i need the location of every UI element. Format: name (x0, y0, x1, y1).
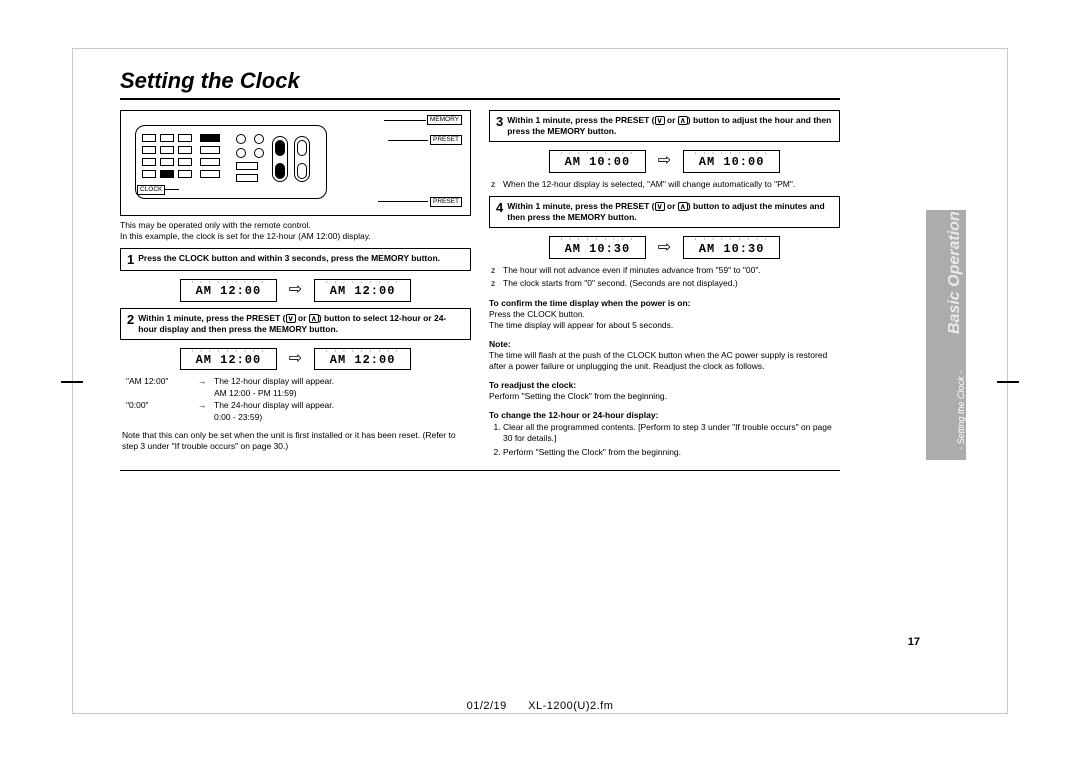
lcd-display: ' ' ' ' ' ' ' ' 'AM 12:00 (180, 348, 277, 371)
lcd-row-2: ' ' ' ' ' ' ' ' 'AM 12:00 ⇨ ' ' ' ' ' ' … (120, 348, 471, 371)
lcd-display: ' ' ' ' ' ' ' ' 'AM 12:00 (314, 279, 411, 302)
footer-file: XL-1200(U)2.fm (528, 700, 613, 712)
footer: 01/2/19 XL-1200(U)2.fm (467, 700, 614, 712)
step3-bullets: When the 12-hour display is selected, "A… (489, 179, 840, 190)
arrow-icon: ⇨ (289, 351, 302, 367)
step4-bullets: The hour will not advance even if minute… (489, 265, 840, 290)
callout-memory: MEMORY (427, 115, 462, 125)
lcd-display: ' ' ' ' ' ' ' ' 'AM 12:00 (180, 279, 277, 302)
step-3: 3 Within 1 minute, press the PRESET (∨ o… (489, 110, 840, 142)
left-column: MEMORY PRESET CLOCK PRESET This may be o… (120, 110, 471, 462)
change-steps: Clear all the programmed contents. [Perf… (489, 422, 840, 458)
lcd-row-3: ' ' ' ' ' ' ' ' 'AM 10:00 ⇨ ' ' ' ' ' ' … (489, 150, 840, 173)
display-modes-table: "AM 12:00"→The 12-hour display will appe… (126, 376, 469, 424)
subhead-confirm: To confirm the time display when the pow… (489, 298, 840, 308)
step-1: 1 Press the CLOCK button and within 3 se… (120, 248, 471, 271)
lcd-display: ' ' ' ' ' ' ' ' 'AM 10:30 (683, 236, 780, 259)
note-left: Note that this can only be set when the … (122, 430, 469, 453)
remote-illustration: MEMORY PRESET CLOCK PRESET (120, 110, 471, 216)
right-column: 3 Within 1 minute, press the PRESET (∨ o… (489, 110, 840, 462)
arrow-icon: ⇨ (289, 282, 302, 298)
divider (120, 98, 840, 100)
subhead-note: Note: (489, 339, 840, 349)
lcd-display: ' ' ' ' ' ' ' ' 'AM 12:00 (314, 348, 411, 371)
lcd-row-4: ' ' ' ' ' ' ' ' 'AM 10:30 ⇨ ' ' ' ' ' ' … (489, 236, 840, 259)
tab-main: Basic Operation (946, 211, 963, 334)
crop-mark (997, 381, 1019, 383)
lcd-display: ' ' ' ' ' ' ' ' 'AM 10:00 (549, 150, 646, 173)
arrow-icon: ⇨ (658, 240, 671, 256)
arrow-icon: ⇨ (658, 153, 671, 169)
tab-sub: - Setting the Clock - (956, 371, 966, 450)
subhead-change: To change the 12-hour or 24-hour display… (489, 410, 840, 420)
divider-bottom (120, 470, 840, 471)
footer-date: 01/2/19 (467, 700, 507, 712)
lcd-display: ' ' ' ' ' ' ' ' 'AM 10:30 (549, 236, 646, 259)
lcd-display: ' ' ' ' ' ' ' ' 'AM 10:00 (683, 150, 780, 173)
callout-preset2: PRESET (430, 197, 462, 207)
lcd-row-1: ' ' ' ' ' ' ' ' 'AM 12:00 ⇨ ' ' ' ' ' ' … (120, 279, 471, 302)
page-number: 17 (908, 636, 920, 648)
callout-clock: CLOCK (137, 185, 165, 195)
step-2: 2 Within 1 minute, press the PRESET (∨ o… (120, 308, 471, 340)
callout-preset: PRESET (430, 135, 462, 145)
crop-mark (61, 381, 83, 383)
subhead-readjust: To readjust the clock: (489, 380, 840, 390)
step-4: 4 Within 1 minute, press the PRESET (∨ o… (489, 196, 840, 228)
page-title: Setting the Clock (120, 68, 840, 94)
page-content: Setting the Clock (120, 68, 840, 479)
intro-text: This may be operated only with the remot… (120, 220, 471, 242)
section-tab: - Setting the Clock - Basic Operation (926, 210, 966, 460)
